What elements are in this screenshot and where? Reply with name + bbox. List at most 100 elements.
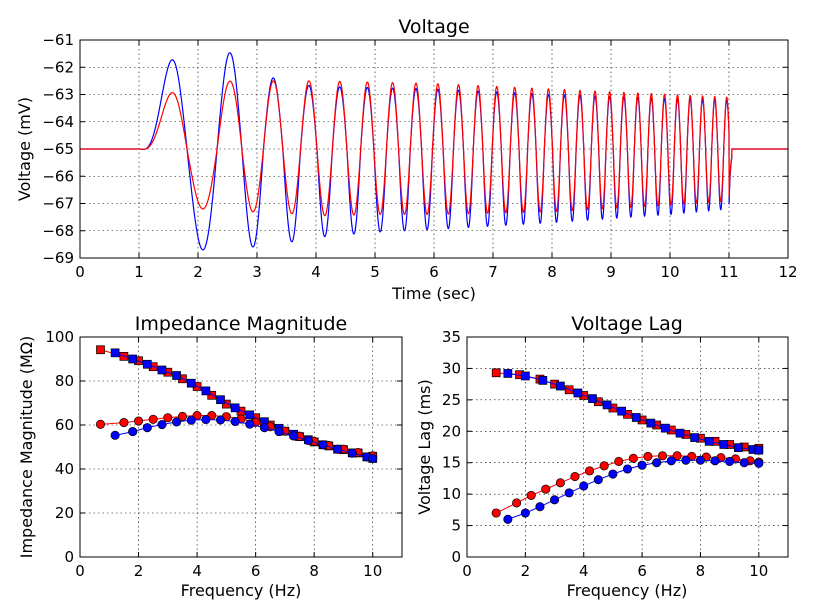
lag-square-point: [617, 406, 627, 416]
lag-circle-point: [570, 471, 580, 482]
y-tick-label: 25: [442, 391, 461, 409]
lag-circle-point: [622, 464, 633, 474]
x-tick-label: 0: [462, 562, 472, 580]
lag-square-point: [556, 381, 565, 391]
voltage-chart-title: Voltage: [398, 16, 469, 38]
impedance-square-point: [186, 378, 196, 388]
lag-circle-point: [564, 488, 574, 498]
y-tick-label: −62: [42, 58, 74, 76]
impedance-square-point: [172, 371, 181, 380]
lag-circle-point: [535, 502, 545, 512]
lag-circle-point: [710, 456, 720, 466]
lag-square-point: [646, 418, 656, 428]
voltage-chart-xlabel: Time (sec): [391, 284, 476, 303]
lag-chart-title: Voltage Lag: [571, 313, 683, 335]
y-tick-label: −67: [42, 195, 74, 213]
lag-circle-point: [681, 455, 691, 465]
impedance-square-point: [110, 348, 120, 358]
impedance-plot-frame: [79, 336, 403, 558]
y-tick-label: 60: [55, 416, 74, 434]
x-tick-label: 10: [749, 562, 768, 580]
impedance-circle-point: [119, 418, 129, 428]
voltage-series-red: [80, 80, 788, 217]
impedance-circle-point: [128, 427, 138, 437]
lag-circle-point: [526, 490, 536, 500]
impedance-circle-point: [230, 416, 240, 427]
lag-square-point: [538, 376, 548, 385]
lag-square-point: [719, 440, 729, 449]
lag-circle-point: [754, 458, 764, 468]
lag-square-point: [588, 394, 597, 403]
lag-circle-point: [666, 456, 676, 466]
x-tick-label: 2: [134, 562, 144, 580]
impedance-circle-point: [274, 427, 284, 437]
impedance-square-point: [157, 365, 167, 375]
x-tick-label: 6: [429, 263, 439, 281]
impedance-circle-point: [142, 423, 152, 433]
lag-plot-frame: [466, 336, 789, 558]
lag-square-point: [602, 400, 612, 410]
impedance-chart-ylabel: Impedance Magnitude (MΩ): [17, 336, 36, 559]
lag-circle-point: [520, 508, 530, 518]
x-tick-label: 6: [251, 562, 261, 580]
lag-chart: Voltage Lag Frequency (Hz) Voltage Lag (…: [415, 313, 789, 600]
y-tick-label: 30: [442, 359, 461, 377]
impedance-square-point: [222, 399, 231, 409]
impedance-circle-point: [148, 414, 158, 424]
lag-circle-point: [614, 456, 624, 467]
impedance-chart: Impedance Magnitude Frequency (Hz) Imped…: [17, 313, 403, 600]
impedance-circle-point: [259, 423, 269, 433]
y-tick-label: 40: [55, 460, 74, 478]
x-tick-label: 0: [75, 263, 85, 281]
impedance-circle-point: [110, 430, 120, 440]
lag-square-point: [704, 436, 714, 446]
x-tick-label: 8: [309, 562, 319, 580]
y-tick-label: 0: [64, 548, 74, 566]
lag-chart-ylabel: Voltage Lag (ms): [415, 379, 434, 514]
x-tick-label: 10: [363, 562, 382, 580]
x-tick-label: 9: [606, 263, 616, 281]
impedance-circle-point: [318, 440, 328, 450]
lag-square-point: [661, 423, 670, 433]
lag-square-point: [503, 369, 513, 378]
impedance-circle-point: [201, 414, 211, 425]
x-tick-label: 6: [637, 562, 647, 580]
lag-circle-point: [541, 484, 551, 494]
y-tick-label: 20: [442, 422, 461, 440]
y-tick-label: −65: [42, 140, 74, 158]
x-tick-label: 1: [134, 263, 144, 281]
lag-square-point: [734, 443, 743, 452]
lag-circle-point: [491, 508, 501, 518]
lag-circle-point: [657, 451, 668, 461]
y-tick-label: 5: [451, 517, 461, 535]
y-tick-label: −63: [42, 86, 74, 104]
impedance-square-point: [207, 390, 217, 400]
x-tick-label: 2: [193, 263, 203, 281]
impedance-circle-point: [368, 453, 378, 463]
lag-circle-point: [512, 498, 522, 508]
lag-square-point: [521, 371, 530, 381]
lag-circle-point: [579, 481, 589, 491]
impedance-circle-point: [347, 448, 357, 458]
y-tick-label: −66: [42, 167, 74, 185]
x-tick-label: 4: [579, 562, 589, 580]
impedance-square-point: [245, 410, 255, 420]
x-tick-label: 0: [75, 562, 85, 580]
lag-chart-xlabel: Frequency (Hz): [567, 581, 688, 600]
lag-square-point: [675, 428, 685, 438]
x-tick-label: 3: [252, 263, 262, 281]
x-tick-label: 12: [778, 263, 797, 281]
x-tick-label: 8: [547, 263, 557, 281]
impedance-square-point: [96, 345, 105, 355]
lag-circle-point: [585, 466, 595, 476]
lag-circle-point: [672, 451, 682, 461]
impedance-circle-point: [163, 413, 173, 423]
impedance-circle-point: [177, 411, 188, 421]
y-tick-label: 0: [451, 548, 461, 566]
y-tick-label: −64: [42, 113, 74, 131]
y-tick-label: 10: [442, 485, 461, 503]
lag-circle-point: [628, 453, 638, 463]
lag-circle-point: [725, 456, 735, 467]
x-tick-label: 7: [488, 263, 498, 281]
